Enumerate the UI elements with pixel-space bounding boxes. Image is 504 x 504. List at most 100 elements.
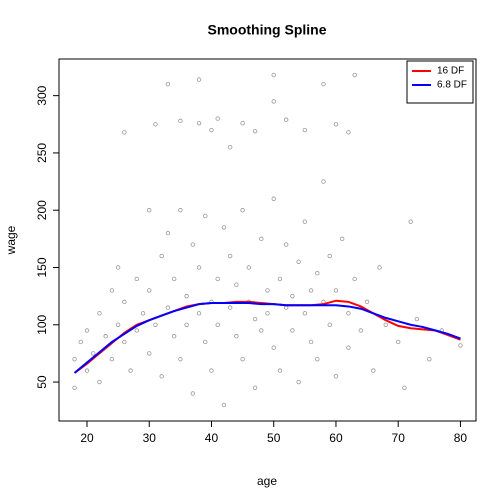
data-point (240, 120, 245, 126)
data-point (296, 379, 301, 385)
data-point (252, 385, 258, 390)
data-point (203, 213, 208, 219)
data-point (321, 82, 326, 87)
data-point (196, 120, 202, 126)
data-point (91, 351, 96, 356)
data-point (78, 339, 83, 345)
data-point (227, 305, 233, 310)
data-point (352, 276, 357, 282)
y-tick-label: 50 (35, 375, 49, 389)
data-point (196, 265, 202, 270)
data-point (315, 271, 320, 276)
data-point (302, 219, 308, 224)
data-point (72, 385, 77, 390)
data-point (346, 345, 351, 350)
data-point (178, 118, 183, 124)
y-tick-label: 100 (35, 314, 49, 334)
data-point (190, 242, 196, 247)
data-point (346, 311, 351, 316)
data-point (427, 356, 432, 362)
x-tick-label: 60 (329, 431, 343, 445)
data-point (383, 322, 388, 327)
data-point (240, 356, 245, 362)
data-point (271, 72, 276, 78)
data-point (414, 316, 420, 322)
data-point (259, 328, 264, 333)
data-point (408, 219, 413, 224)
data-point (302, 127, 308, 133)
data-point (234, 282, 239, 287)
data-point (227, 253, 233, 259)
plot-frame (58, 58, 477, 422)
data-point (402, 385, 407, 390)
data-point (190, 391, 196, 396)
data-point (364, 299, 370, 305)
data-point (308, 339, 314, 345)
data-point (171, 334, 177, 339)
data-point (246, 265, 252, 270)
x-tick-label: 20 (80, 431, 94, 445)
data-point (159, 253, 164, 259)
data-point (458, 343, 463, 348)
data-point (97, 379, 102, 385)
x-axis-label: age (257, 474, 277, 488)
data-point (302, 311, 308, 316)
data-point (352, 72, 357, 78)
data-point (147, 288, 152, 293)
data-point (196, 77, 202, 82)
data-point (84, 368, 90, 373)
data-point (72, 356, 77, 362)
data-point (184, 293, 189, 299)
chart-title: Smoothing Spline (208, 22, 327, 38)
data-point (265, 288, 270, 293)
data-point (283, 305, 289, 310)
data-point (290, 293, 295, 299)
data-point (333, 374, 339, 379)
data-point (122, 339, 127, 345)
data-point (396, 339, 401, 345)
data-point (203, 339, 208, 345)
data-point (153, 122, 158, 127)
data-point (259, 236, 264, 242)
data-point (134, 328, 139, 333)
data-point (271, 345, 276, 350)
data-point (147, 208, 152, 213)
legend-box (406, 60, 474, 104)
legend-label: 6.8 DF (437, 80, 467, 91)
data-point (103, 334, 108, 339)
data-point (140, 311, 146, 316)
data-point (327, 322, 332, 327)
data-point (271, 99, 276, 104)
data-point (84, 328, 90, 333)
x-tick-label: 30 (143, 431, 157, 445)
data-point (97, 311, 102, 316)
data-point (115, 265, 121, 270)
data-point (128, 368, 133, 373)
data-point (339, 236, 345, 242)
data-point (358, 328, 364, 333)
data-point (271, 196, 276, 201)
data-point (196, 311, 202, 316)
data-point (371, 368, 376, 373)
data-point (333, 122, 339, 127)
data-point (321, 179, 326, 184)
data-point (277, 368, 283, 373)
data-point (333, 288, 339, 293)
data-point (209, 368, 214, 373)
x-tick-label: 50 (267, 431, 281, 445)
y-tick-label: 200 (35, 200, 49, 220)
data-point (215, 116, 220, 121)
data-point (165, 305, 171, 310)
data-point (240, 208, 245, 213)
data-point (308, 288, 314, 293)
data-point (159, 374, 164, 379)
y-tick-label: 150 (35, 257, 49, 277)
data-point (115, 322, 121, 327)
spline-line (73, 302, 461, 374)
data-point (165, 230, 171, 236)
data-point (221, 225, 227, 230)
data-point (134, 276, 139, 282)
y-tick-label: 250 (35, 143, 49, 163)
data-point (215, 276, 220, 282)
